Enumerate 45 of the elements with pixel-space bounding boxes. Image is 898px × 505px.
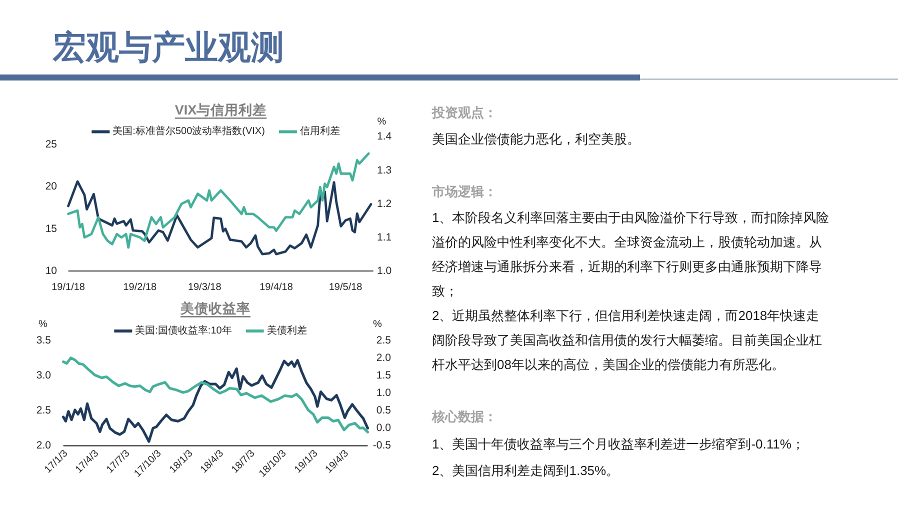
x-tick-label: 19/2/18 <box>123 282 158 293</box>
legend-label: 信用利差 <box>300 125 340 138</box>
text: 1、本阶段名义利率回落主要由于由风险溢价下行导致，而扣除掉风险溢价的风险中性利率变化不大。全球资金流动上，股债轮动加速。从经济增速与通胀拆分来看，近期的利率下行则更多由通胀预期下降导致； <box>432 210 830 298</box>
y2-tick-label: 1.0 <box>377 265 392 277</box>
y2-tick-label: -0.5 <box>372 440 392 452</box>
x-tick-label: 19/5/18 <box>328 282 363 293</box>
y-tick-label: 10 <box>45 265 58 277</box>
y-tick-label: 25 <box>45 138 58 150</box>
y2-tick-label: 2.0 <box>376 352 392 364</box>
legend-label: 美国:国债收益率:10年 <box>135 324 232 336</box>
y2-axis-title: % <box>377 116 386 128</box>
y2-axis-title: % <box>373 319 382 330</box>
text: 美国企业偿债能力恶化，利空美股。 <box>432 130 640 146</box>
chart-title: VIX与信用利差 <box>174 102 267 118</box>
y-tick-label: 3.0 <box>36 370 52 382</box>
y-tick-label: 2.0 <box>36 440 52 452</box>
y2-tick-label: 1.2 <box>377 198 392 210</box>
text: 市场逻辑： <box>431 184 497 200</box>
y2-tick-label: 1.0 <box>376 387 392 400</box>
x-tick-label: 19/1/18 <box>52 282 86 293</box>
y-tick-label: 20 <box>45 180 58 193</box>
legend-label: 美国:标准普尔500波动率指数(VIX) <box>112 125 265 138</box>
x-tick-label: 19/3/18 <box>188 282 222 293</box>
y-tick-label: 15 <box>45 222 58 235</box>
line-series <box>67 180 372 256</box>
line-series <box>67 152 370 249</box>
y2-tick-label: 2.5 <box>376 334 392 347</box>
y2-tick-label: 0.0 <box>376 422 392 434</box>
y2-tick-label: 1.3 <box>377 164 392 176</box>
y-tick-label: 2.5 <box>36 404 52 417</box>
text: 2、近期虽然整体利率下行，但信用利差快速走阔，而2018年快速走阔阶段导致了美国高收益和信用债的发行大幅萎缩。目前美国企业杠杆水平达到08年以来的高位，美国企业的偿债能力有所恶化。 <box>431 308 822 372</box>
y-axis-title: % <box>38 319 48 330</box>
y2-tick-label: 1.5 <box>376 370 392 382</box>
y-tick-label: 3.5 <box>36 334 52 347</box>
text: 投资观点： <box>431 104 497 120</box>
x-tick-label: 19/4/18 <box>260 282 294 293</box>
text: 宏观与产业观测 <box>52 28 284 66</box>
text: 核心数据： <box>431 409 497 424</box>
legend-label: 美债利差 <box>266 324 307 336</box>
text: 2、美国信用利差走阔到1.35%。 <box>432 462 620 478</box>
y2-tick-label: 0.5 <box>376 404 392 417</box>
chart-title: 美债收益率 <box>180 300 250 316</box>
y2-tick-label: 1.4 <box>377 130 392 143</box>
y2-tick-label: 1.1 <box>377 231 392 244</box>
text: 1、美国十年债收益率与三个月收益率利差进一步缩窄到-0.11%； <box>432 436 804 451</box>
